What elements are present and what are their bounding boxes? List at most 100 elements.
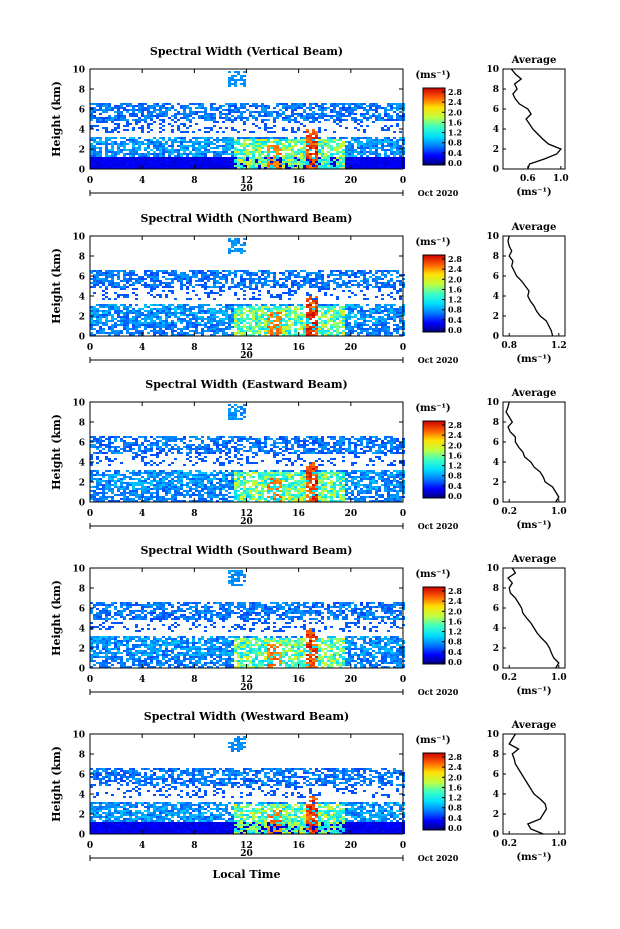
heatmap-cell — [375, 324, 378, 326]
heatmap-cell — [297, 328, 300, 330]
heatmap-cell — [141, 113, 144, 115]
heatmap-cell — [318, 304, 321, 306]
heatmap-cell — [90, 436, 93, 438]
heatmap-cell — [102, 440, 105, 442]
heatmap-cell — [138, 159, 141, 161]
heatmap-cell — [297, 318, 300, 320]
heatmap-cell — [126, 450, 129, 452]
heatmap-cell — [399, 298, 402, 300]
heatmap-cell — [249, 276, 252, 278]
heatmap-cell — [288, 274, 291, 276]
heatmap-cell — [156, 163, 159, 165]
heatmap-cell — [369, 270, 372, 272]
heatmap-cell — [153, 442, 156, 444]
heatmap-cell — [102, 165, 105, 167]
heatmap-cell — [195, 139, 198, 141]
profile-y-tick-label: 8 — [493, 85, 499, 95]
heatmap-cell — [318, 121, 321, 123]
heatmap-cell — [228, 308, 231, 310]
heatmap-cell — [285, 328, 288, 330]
heatmap-cell — [375, 326, 378, 328]
heatmap-cell — [135, 478, 138, 480]
heatmap-cell — [270, 157, 273, 159]
heatmap-cell — [198, 115, 201, 117]
heatmap-cell — [93, 486, 96, 488]
heatmap-cell — [312, 139, 315, 141]
heatmap-cell — [378, 334, 381, 336]
heatmap-cell — [255, 157, 258, 159]
heatmap-cell — [366, 117, 369, 119]
heatmap-cell — [312, 161, 315, 163]
heatmap-cell — [171, 292, 174, 294]
heatmap-cell — [357, 153, 360, 155]
heatmap-cell — [120, 322, 123, 324]
heatmap-cell — [321, 143, 324, 145]
heatmap-cell — [93, 452, 96, 454]
heatmap-cell — [324, 153, 327, 155]
heatmap-cell — [399, 147, 402, 149]
heatmap-cell — [294, 312, 297, 314]
heatmap-cell — [261, 159, 264, 161]
heatmap-cell — [375, 270, 378, 272]
heatmap-cell — [207, 312, 210, 314]
heatmap-cell — [234, 159, 237, 161]
heatmap-cell — [153, 165, 156, 167]
heatmap-cell — [159, 498, 162, 500]
heatmap-cell — [267, 119, 270, 121]
heatmap-cell — [162, 448, 165, 450]
heatmap-cell — [222, 141, 225, 143]
heatmap-cell — [147, 486, 150, 488]
heatmap-cell — [330, 326, 333, 328]
heatmap-cell — [342, 163, 345, 165]
heatmap-cell — [207, 322, 210, 324]
heatmap-cell — [315, 167, 318, 169]
heatmap-cell — [255, 151, 258, 153]
heatmap-cell — [201, 332, 204, 334]
heatmap-cell — [90, 149, 93, 151]
heatmap-cell — [132, 452, 135, 454]
heatmap-cell — [231, 286, 234, 288]
heatmap-cell — [234, 316, 237, 318]
heatmap-cell — [390, 159, 393, 161]
heatmap-cell — [210, 157, 213, 159]
heatmap-cell — [309, 272, 312, 274]
heatmap-cell — [357, 332, 360, 334]
heatmap-cell — [318, 157, 321, 159]
heatmap-cell — [384, 153, 387, 155]
heatmap-cell — [366, 288, 369, 290]
heatmap-cell — [171, 326, 174, 328]
heatmap-cell — [261, 326, 264, 328]
heatmap-cell — [234, 143, 237, 145]
heatmap-cell — [126, 157, 129, 159]
heatmap-cell — [207, 149, 210, 151]
heatmap-cell — [210, 147, 213, 149]
heatmap-cell — [162, 310, 165, 312]
heatmap-cell — [369, 153, 372, 155]
heatmap-cell — [117, 312, 120, 314]
heatmap-cell — [138, 165, 141, 167]
heatmap-cell — [213, 119, 216, 121]
heatmap-cell — [390, 125, 393, 127]
heatmap-cell — [318, 161, 321, 163]
heatmap-cell — [396, 109, 399, 111]
heatmap-cell — [291, 310, 294, 312]
heatmap-cell — [150, 149, 153, 151]
heatmap-cell — [282, 167, 285, 169]
heatmap-cell — [387, 165, 390, 167]
heatmap-cell — [336, 151, 339, 153]
heatmap-cell — [123, 306, 126, 308]
heatmap-cell — [117, 332, 120, 334]
heatmap-cell — [117, 109, 120, 111]
heatmap-cell — [351, 117, 354, 119]
heatmap-cell — [327, 312, 330, 314]
heatmap-cell — [333, 137, 336, 139]
heatmap-cell — [288, 324, 291, 326]
heatmap-cell — [186, 278, 189, 280]
heatmap-cell — [150, 454, 153, 456]
heatmap-cell — [204, 288, 207, 290]
heatmap-cell — [336, 105, 339, 107]
heatmap-cell — [282, 159, 285, 161]
heatmap-cell — [153, 324, 156, 326]
heatmap-cell — [201, 163, 204, 165]
heatmap-cell — [96, 308, 99, 310]
